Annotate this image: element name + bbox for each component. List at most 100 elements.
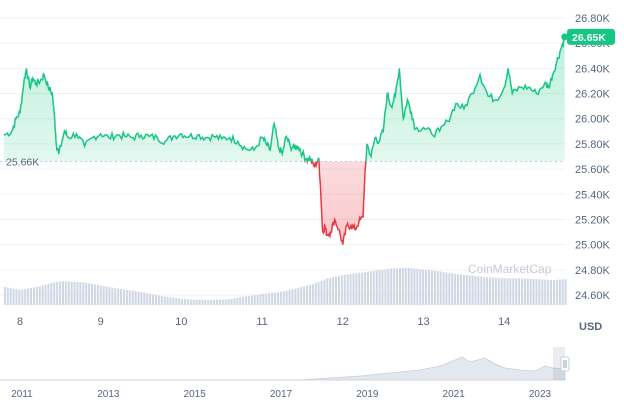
volume-bar — [544, 279, 547, 305]
x-tick-label: 8 — [17, 316, 23, 328]
volume-bar — [486, 277, 489, 305]
volume-bar — [285, 290, 288, 305]
volume-bar — [387, 268, 390, 305]
volume-bar — [125, 289, 128, 305]
volume-bar — [53, 282, 56, 305]
volume-bar — [547, 279, 550, 305]
volume-bar — [465, 275, 468, 305]
volume-bar — [175, 298, 178, 305]
y-tick-label: 26.40K — [575, 63, 611, 75]
navigator-tick-label: 2015 — [184, 389, 207, 400]
volume-bar — [503, 278, 506, 305]
y-tick-label: 26.80K — [575, 13, 611, 25]
navigator-tick-label: 2021 — [443, 389, 466, 400]
navigator-handle[interactable] — [560, 356, 570, 372]
volume-bar — [323, 279, 326, 305]
volume-bar — [9, 288, 12, 305]
volume-bar — [169, 297, 172, 305]
volume-bar — [244, 296, 247, 305]
volume-bar — [44, 284, 47, 305]
volume-bar — [59, 281, 62, 305]
volume-bar — [361, 272, 364, 305]
volume-bar — [378, 270, 381, 305]
x-tick-label: 13 — [417, 316, 429, 328]
volume-bar — [291, 289, 294, 305]
volume-bar — [523, 278, 526, 305]
volume-bar — [262, 293, 265, 305]
volume-bar — [108, 287, 111, 305]
volume-bar — [483, 276, 486, 305]
volume-bar — [227, 299, 230, 305]
volume-bar — [451, 273, 454, 305]
volume-bar — [300, 287, 303, 305]
volume-bar — [393, 268, 396, 305]
volume-bar — [76, 281, 79, 305]
volume-bar — [428, 270, 431, 305]
volume-bar — [294, 288, 297, 305]
volume-bar — [242, 297, 245, 305]
volume-bar — [64, 281, 67, 305]
volume-bar — [146, 293, 149, 305]
volume-bar — [306, 285, 309, 305]
volume-bar — [47, 283, 50, 305]
volume-bar — [442, 271, 445, 305]
volume-bar — [491, 277, 494, 305]
volume-bar — [105, 286, 108, 305]
volume-bar — [195, 299, 198, 305]
volume-bar — [204, 299, 207, 305]
volume-bar — [215, 299, 218, 305]
volume-bar — [253, 295, 256, 305]
volume-bar — [207, 299, 210, 305]
volume-bar — [364, 272, 367, 305]
volume-bar — [480, 276, 483, 305]
volume-bar — [410, 268, 413, 305]
volume-bar — [230, 298, 233, 305]
range-navigator[interactable]: 2011 2013 2015 2017 2019 2021 2023 — [0, 347, 570, 400]
y-tick-label: 25.60K — [575, 164, 611, 176]
volume-bar — [477, 276, 480, 305]
volume-bar — [201, 299, 204, 305]
x-tick-label: 12 — [337, 316, 349, 328]
volume-bar — [314, 282, 317, 305]
volume-bar — [279, 291, 282, 305]
volume-bar — [332, 277, 335, 305]
volume-bar — [41, 285, 44, 305]
volume-bar — [15, 289, 18, 305]
volume-bar — [21, 289, 24, 305]
volume-bar — [430, 270, 433, 305]
volume-bar — [343, 274, 346, 305]
volume-bar — [282, 291, 285, 305]
volume-bar — [236, 297, 239, 305]
volume-bar — [189, 299, 192, 305]
y-tick-label: 24.80K — [575, 265, 611, 277]
volume-bar — [24, 289, 27, 305]
volume-bar — [186, 299, 189, 305]
volume-bar — [224, 299, 227, 305]
volume-bar — [18, 289, 21, 305]
volume-bar — [550, 279, 553, 305]
volume-bar — [157, 295, 160, 305]
volume-bar — [99, 285, 102, 305]
volume-bar — [265, 293, 268, 305]
volume-bar — [114, 288, 117, 305]
volume-bar — [326, 278, 329, 305]
volume-bar — [56, 282, 59, 305]
volume-bars — [3, 268, 567, 305]
volume-bar — [494, 277, 497, 305]
volume-bar — [500, 278, 503, 305]
volume-bar — [564, 279, 567, 305]
y-tick-label: 24.60K — [575, 290, 611, 302]
volume-bar — [111, 287, 114, 305]
navigator-selected-range[interactable] — [553, 347, 565, 380]
volume-bar — [436, 271, 439, 305]
volume-bar — [308, 284, 311, 305]
volume-bar — [396, 268, 399, 305]
volume-bar — [489, 277, 492, 305]
x-tick-label: 14 — [498, 316, 510, 328]
volume-bar — [3, 286, 6, 305]
volume-bar — [401, 268, 404, 305]
volume-bar — [233, 298, 236, 305]
volume-bar — [50, 283, 53, 305]
y-tick-label: 25.80K — [575, 139, 611, 151]
